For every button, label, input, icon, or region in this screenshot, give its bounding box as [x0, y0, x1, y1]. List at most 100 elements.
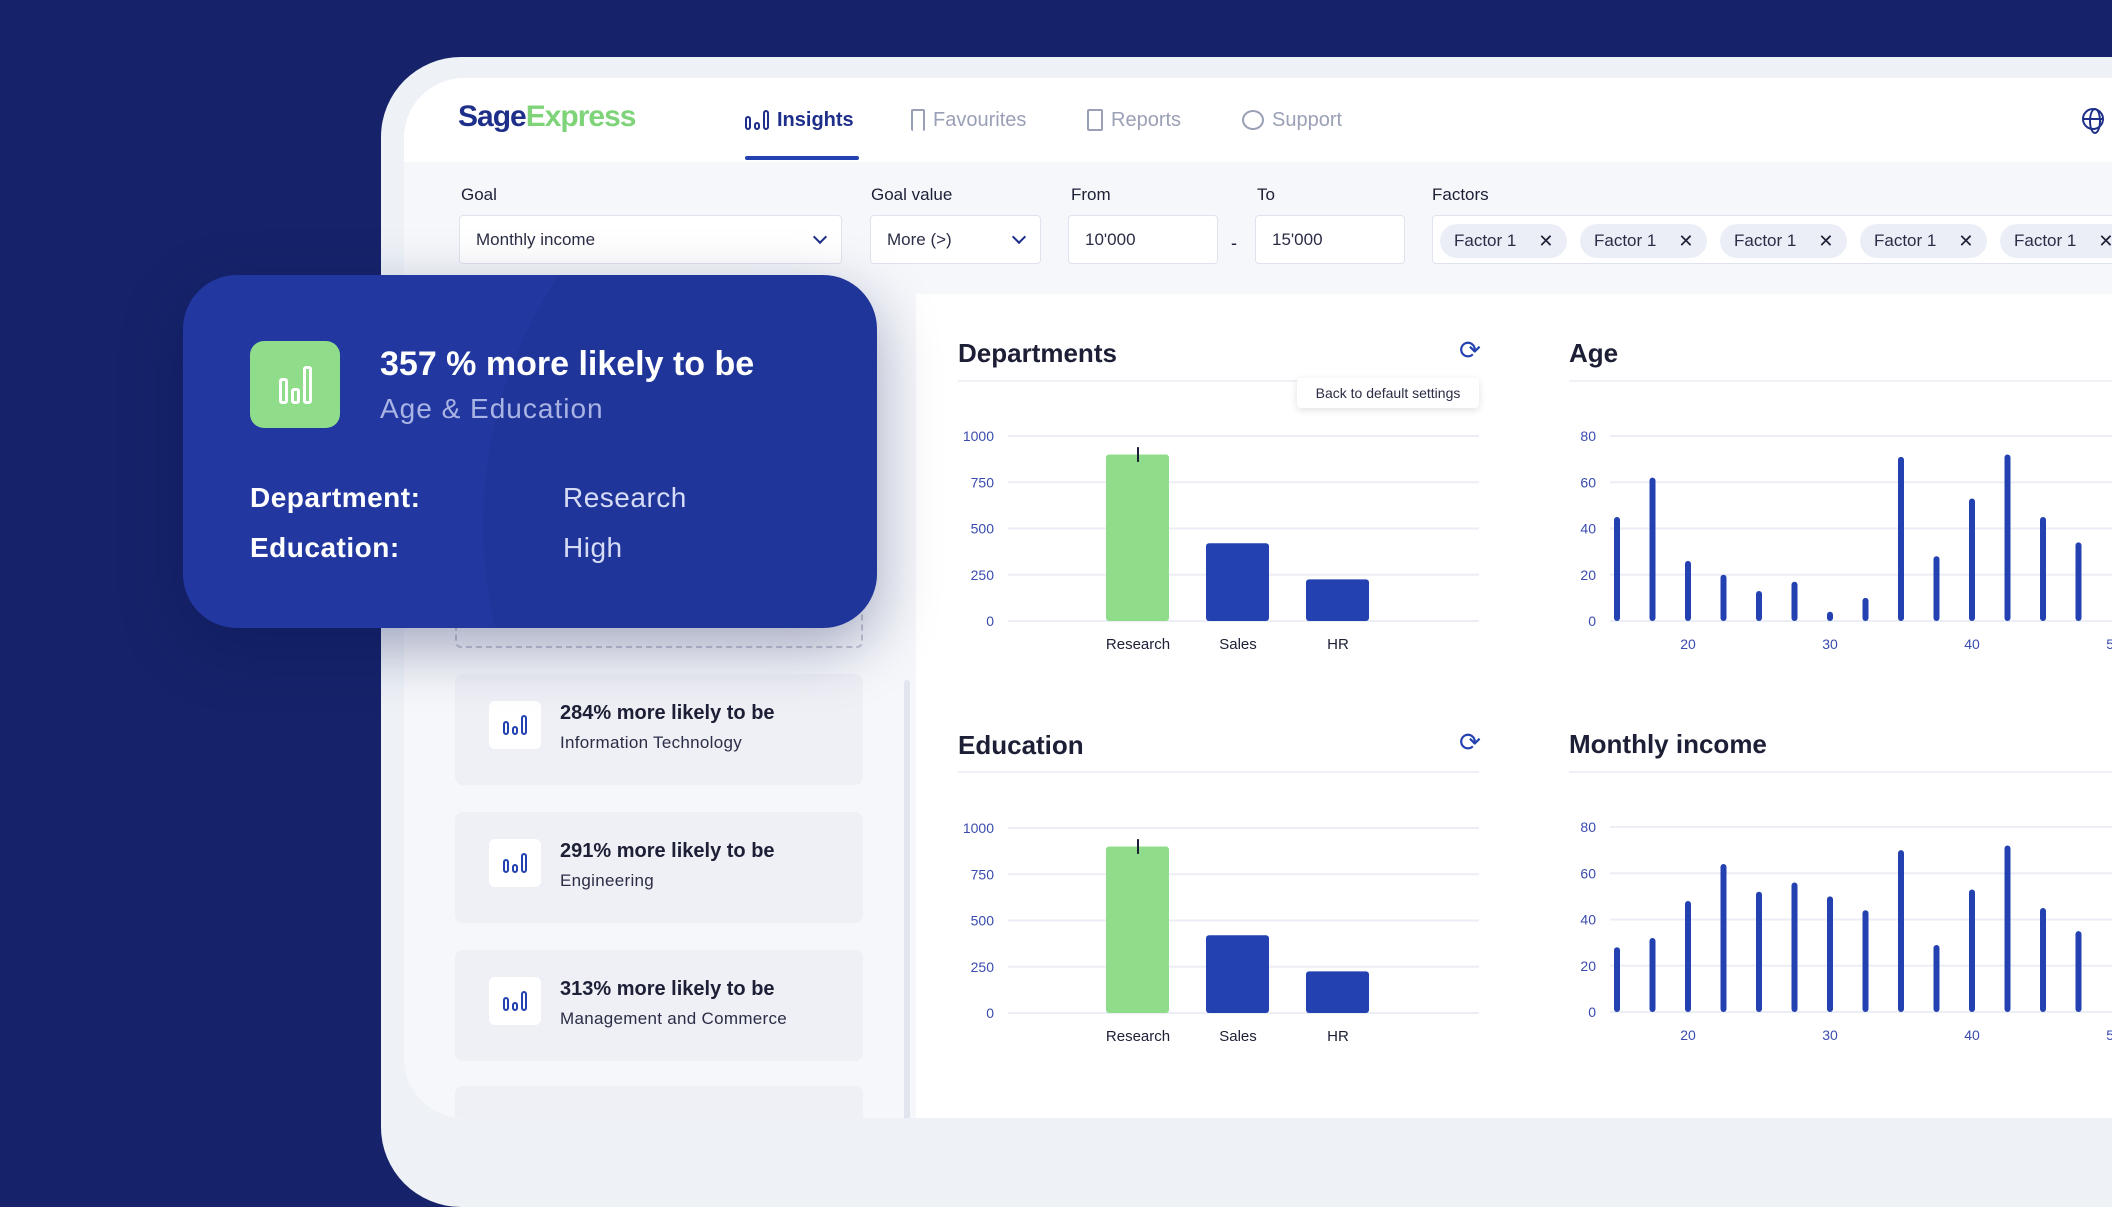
- divider: [958, 771, 1479, 773]
- bar: [1720, 864, 1727, 1012]
- insight-card[interactable]: 313% more likely to be Management and Co…: [455, 950, 863, 1061]
- bar: [1649, 477, 1656, 621]
- close-icon[interactable]: ✕: [1538, 230, 1554, 251]
- document-icon: [1087, 109, 1103, 131]
- card-sheen: [483, 275, 877, 628]
- bar-chart-icon: [250, 341, 340, 428]
- y-tick-label: 750: [971, 866, 995, 882]
- bar: [1614, 516, 1620, 621]
- x-tick-label: Research: [1106, 1028, 1170, 1045]
- tooltip: Back to default settings: [1297, 378, 1479, 408]
- close-icon[interactable]: ✕: [1678, 230, 1694, 251]
- x-tick-label: 30: [1822, 636, 1838, 652]
- tab-insights[interactable]: Insights: [745, 104, 854, 136]
- bar: [1933, 944, 1940, 1012]
- close-icon[interactable]: ✕: [1958, 230, 1974, 251]
- factor-chip[interactable]: Factor 1 ✕: [1440, 224, 1568, 258]
- divider: [1569, 771, 2112, 773]
- factor-chip[interactable]: Factor 1 ✕: [1860, 224, 1988, 258]
- bar-chart-icon: [489, 701, 541, 749]
- x-tick-label: Sales: [1219, 1028, 1257, 1045]
- y-tick-label: 750: [971, 474, 995, 490]
- bar-hr: [1306, 579, 1369, 621]
- from-label: From: [1071, 185, 1111, 204]
- y-tick-label: 500: [971, 521, 995, 537]
- x-tick-label: 40: [1964, 1027, 1980, 1043]
- department-label: Department:: [250, 482, 421, 513]
- chart-title: Departments: [958, 338, 1117, 368]
- bar: [1898, 456, 1904, 621]
- scrollbar[interactable]: [904, 680, 910, 1118]
- x-tick-label: 50: [2106, 1027, 2112, 1043]
- chart-title: Education: [958, 730, 1084, 760]
- tab-favourites[interactable]: Favourites: [911, 104, 1026, 136]
- y-tick-label: 0: [1588, 1004, 1596, 1020]
- bar: [1862, 910, 1869, 1012]
- bar: [1898, 850, 1904, 1012]
- highlight-subtitle: Age & Education: [380, 393, 604, 424]
- y-tick-label: 0: [986, 613, 994, 629]
- bar: [2040, 516, 2046, 621]
- y-tick-label: 250: [971, 959, 995, 975]
- top-nav: SageExpress Insights Favourites Reports …: [404, 78, 2112, 162]
- y-tick-label: 1000: [963, 428, 994, 444]
- bar: [2075, 931, 2082, 1012]
- close-icon[interactable]: ✕: [2098, 230, 2112, 251]
- bar-chart-icon: [489, 839, 541, 887]
- goal-label: Goal: [461, 185, 497, 204]
- y-tick-label: 60: [1580, 474, 1596, 490]
- y-tick-label: 0: [986, 1005, 994, 1021]
- x-tick-label: HR: [1327, 636, 1349, 653]
- bookmark-icon: [911, 109, 925, 131]
- factors-input[interactable]: Factor 1 ✕ Factor 1 ✕ Factor 1 ✕ Factor 1 ✕ …: [1432, 215, 2112, 264]
- divider: [1569, 380, 2112, 382]
- factor-chip[interactable]: Factor 1 ✕: [1720, 224, 1848, 258]
- chevron-down-icon: [1011, 229, 1027, 245]
- bar: [2004, 845, 2011, 1012]
- bar-sales: [1206, 543, 1269, 621]
- y-tick-label: 60: [1580, 865, 1596, 881]
- x-tick-label: 30: [1822, 1027, 1838, 1043]
- education-value: High: [563, 532, 623, 563]
- education-label: Education:: [250, 532, 400, 563]
- goal-select[interactable]: Monthly income: [459, 215, 842, 264]
- insight-card[interactable]: 284% more likely to be Information Techn…: [455, 674, 863, 785]
- bar-hr: [1306, 971, 1369, 1013]
- highlight-card[interactable]: 357 % more likely to be Age & Education …: [183, 275, 877, 628]
- insight-card[interactable]: [455, 1086, 863, 1118]
- from-input[interactable]: 10'000: [1068, 215, 1218, 264]
- x-tick-label: 20: [1680, 1027, 1696, 1043]
- factor-chip[interactable]: Factor 1 ✕: [1580, 224, 1708, 258]
- factor-chip[interactable]: Factor 1 ✕: [2000, 224, 2112, 258]
- goal-value-select[interactable]: More (>): [870, 215, 1041, 264]
- highlight-title: 357 % more likely to be: [380, 345, 755, 383]
- insight-card[interactable]: 291% more likely to be Engineering: [455, 812, 863, 923]
- close-icon[interactable]: ✕: [1818, 230, 1834, 251]
- tab-reports[interactable]: Reports: [1087, 104, 1181, 136]
- y-tick-label: 80: [1580, 819, 1596, 835]
- refresh-icon[interactable]: ⟳: [1459, 727, 1481, 757]
- x-tick-label: Research: [1106, 636, 1170, 653]
- bar: [1791, 882, 1798, 1012]
- tab-support[interactable]: Support: [1242, 104, 1342, 136]
- x-tick-label: 50: [2106, 636, 2112, 652]
- to-input[interactable]: 15'000: [1255, 215, 1405, 264]
- divider: [958, 380, 1479, 382]
- y-tick-label: 250: [971, 567, 995, 583]
- refresh-icon[interactable]: ⟳: [1459, 335, 1481, 365]
- bar: [1969, 498, 1975, 621]
- logo[interactable]: SageExpress: [458, 100, 636, 133]
- bar: [1756, 891, 1762, 1012]
- y-tick-label: 80: [1580, 428, 1596, 444]
- goal-value-label: Goal value: [871, 185, 953, 204]
- department-value: Research: [563, 482, 687, 513]
- globe-icon[interactable]: [2082, 108, 2104, 134]
- y-tick-label: 40: [1580, 912, 1596, 928]
- bar: [2040, 907, 2046, 1012]
- chart-title: Age: [1569, 338, 1619, 368]
- x-tick-label: Sales: [1219, 636, 1257, 653]
- bar: [1649, 938, 1656, 1012]
- y-tick-label: 1000: [963, 820, 994, 836]
- y-tick-label: 40: [1580, 521, 1596, 537]
- bar: [1827, 896, 1833, 1012]
